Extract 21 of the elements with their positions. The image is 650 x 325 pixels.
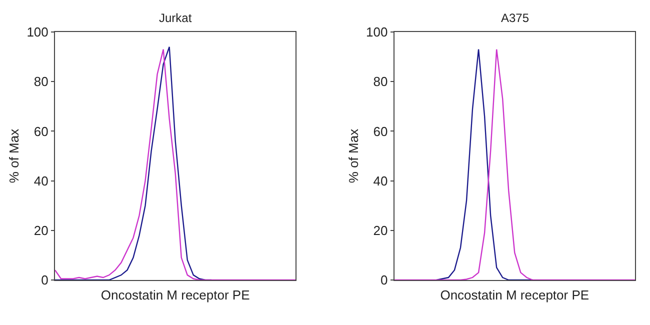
y-tick-label: 100 xyxy=(26,24,48,40)
y-tick-label: 40 xyxy=(373,173,388,188)
chart-title: A375 xyxy=(501,11,530,25)
y-axis-title: % of Max xyxy=(6,128,22,184)
y-tick-label: 40 xyxy=(34,173,48,188)
y-tick-label: 20 xyxy=(373,222,388,238)
y-axis-title: % of Max xyxy=(346,128,361,184)
line-series xyxy=(394,48,635,280)
y-tick-label: 20 xyxy=(34,222,48,238)
line-series xyxy=(55,48,296,280)
y-tick-label: 80 xyxy=(34,74,48,90)
y-tick-label: 100 xyxy=(366,24,388,40)
y-tick-label: 80 xyxy=(373,74,388,90)
x-axis-title: Oncostatin M receptor PE xyxy=(440,288,590,303)
y-tick-label: 0 xyxy=(41,272,48,288)
chart-title: Jurkat xyxy=(159,11,192,25)
x-axis-title: Oncostatin M receptor PE xyxy=(100,288,250,303)
y-tick-label: 60 xyxy=(373,124,388,139)
y-tick-label: 0 xyxy=(380,272,388,288)
line-series xyxy=(436,48,534,280)
y-tick-label: 60 xyxy=(34,124,48,139)
